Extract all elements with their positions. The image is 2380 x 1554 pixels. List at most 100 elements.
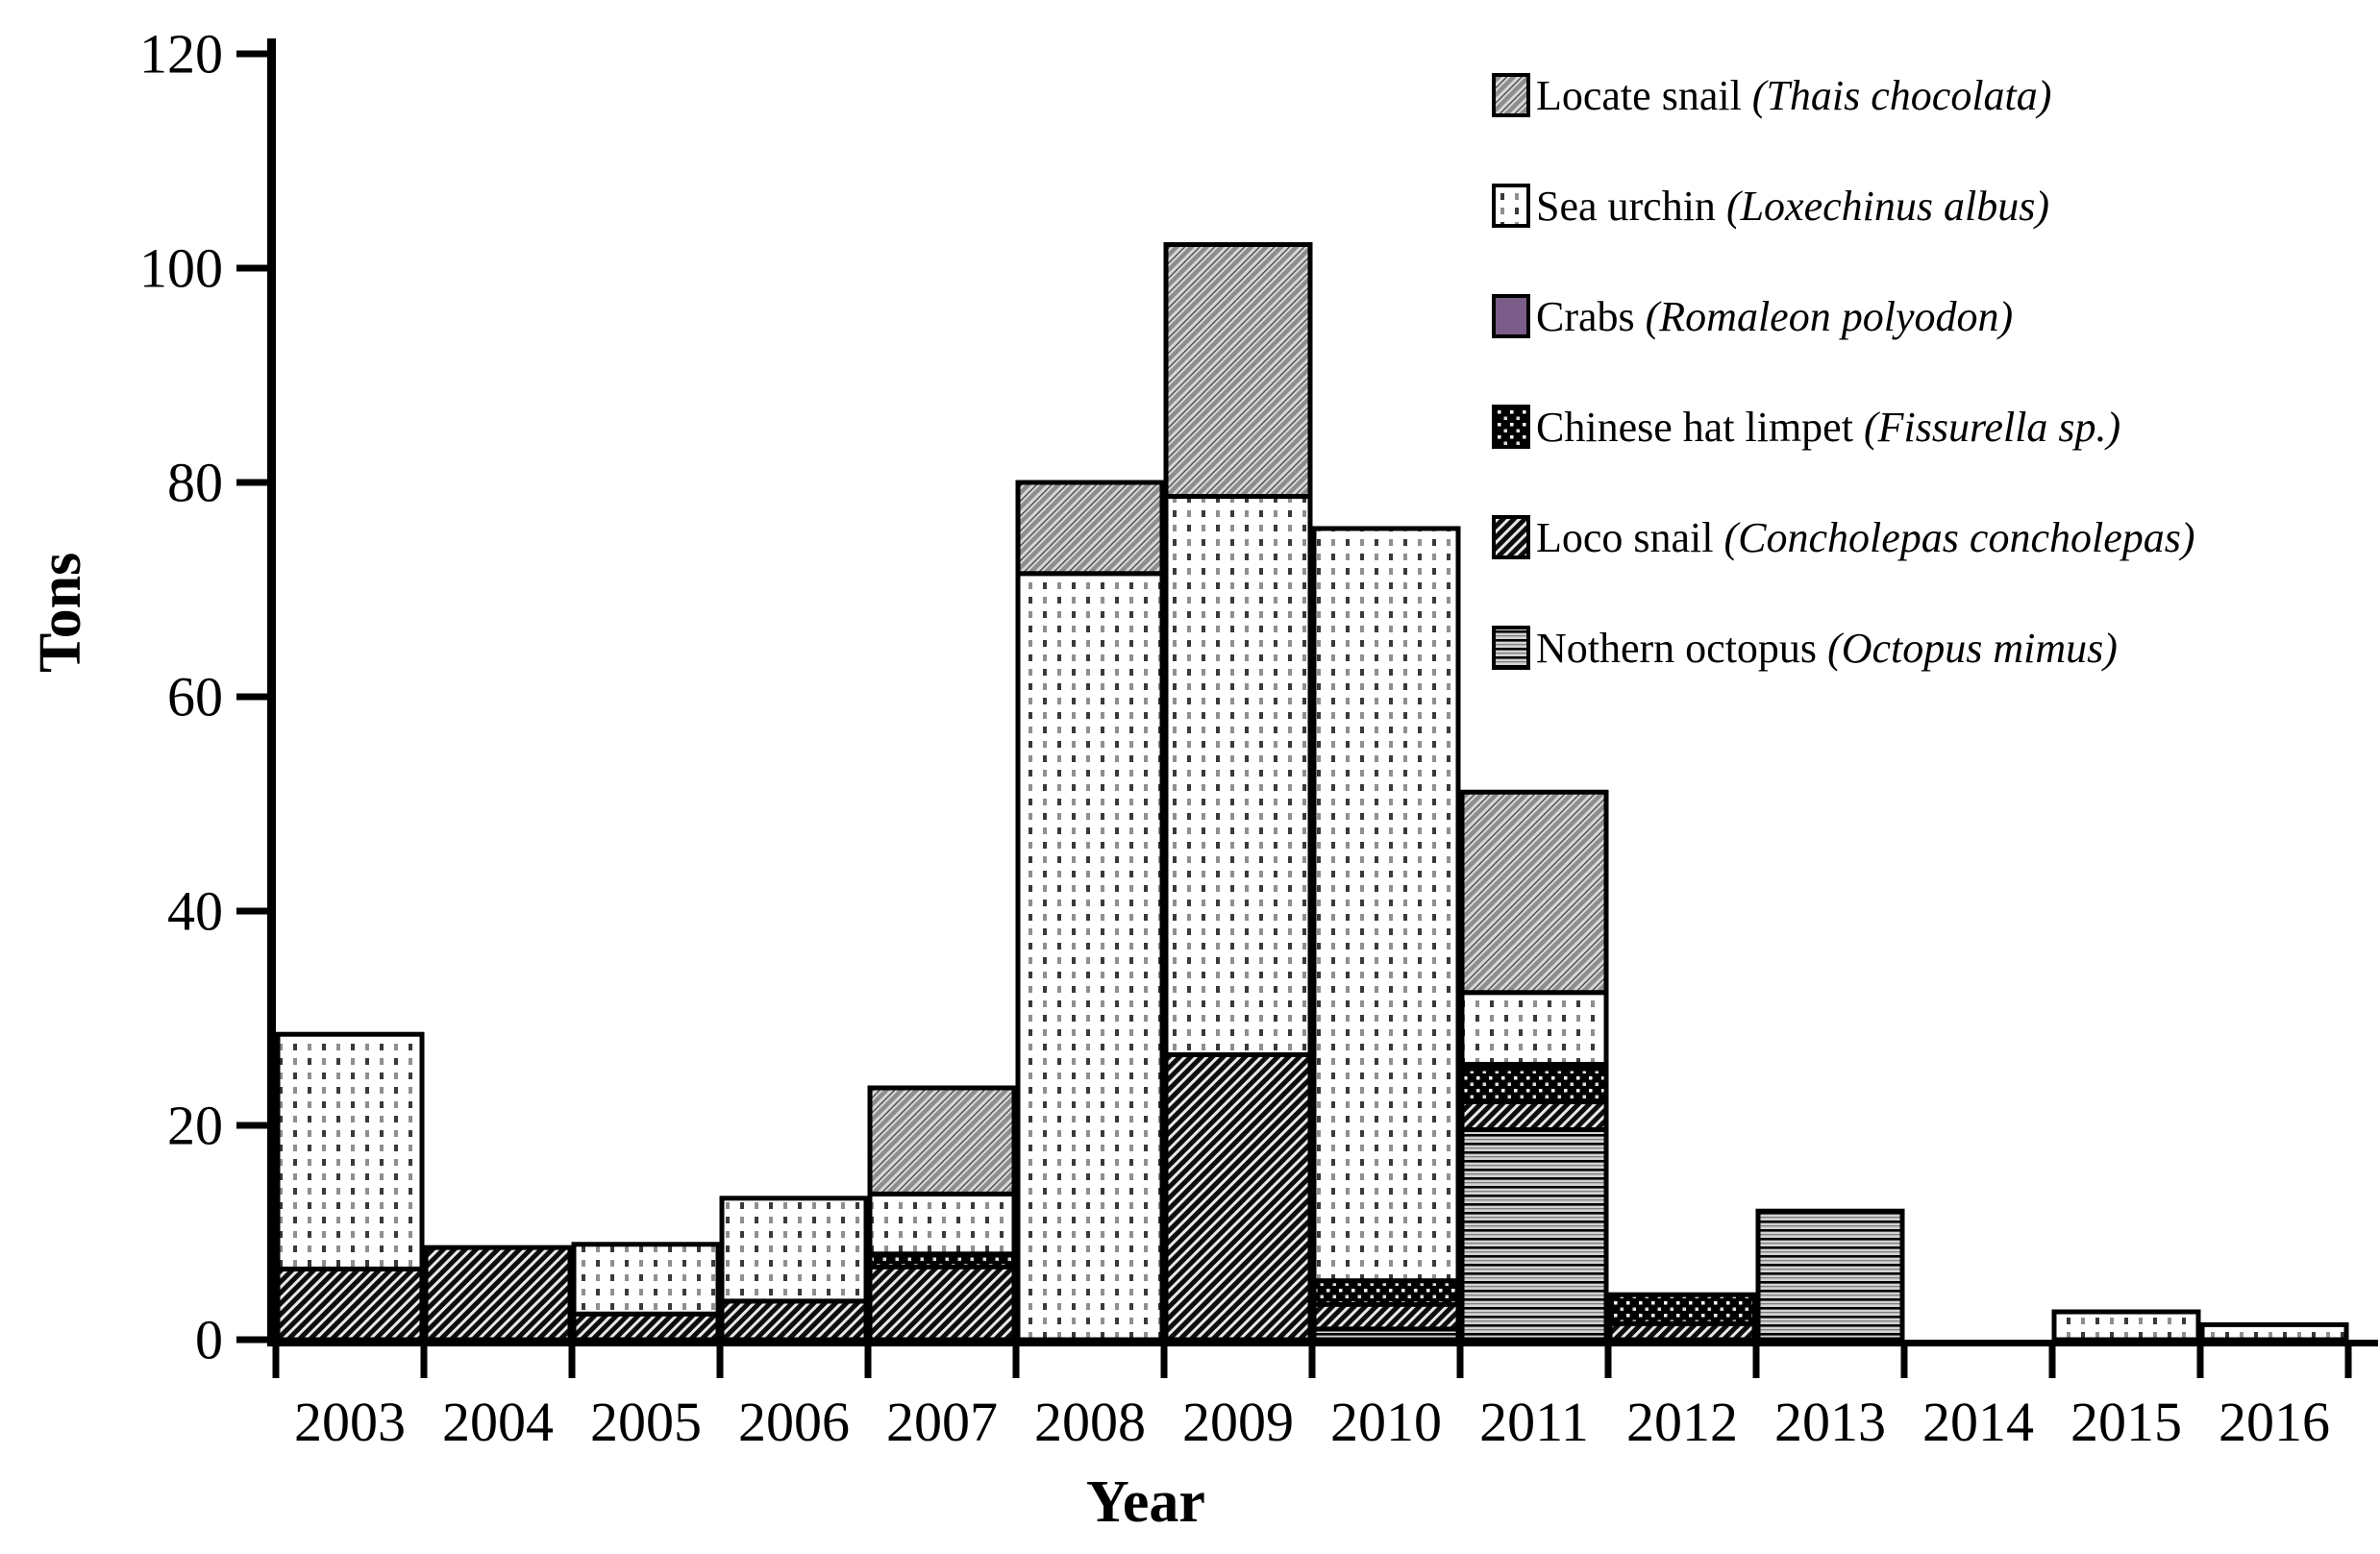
y-axis-title: Tons — [28, 552, 93, 673]
bar-segment-dark-diagonal-hatch — [867, 1264, 1017, 1343]
x-tick-label: 2013 — [1774, 1391, 1886, 1453]
bar-segment-gray-diagonal-hatch — [1163, 241, 1313, 499]
legend-label: Loco snail (Concholepas concholepas) — [1536, 513, 2195, 561]
y-tick-label: 120 — [139, 23, 223, 86]
bar-segment-horizontal-lines — [1459, 1126, 1609, 1343]
legend-label: Nothern octopus (Octopus mimus) — [1536, 624, 2118, 672]
x-tick — [2344, 1340, 2352, 1378]
y-tick — [236, 50, 267, 58]
bar-segment-gray-diagonal-hatch — [867, 1085, 1017, 1196]
x-axis-title: Year — [1086, 1469, 1205, 1535]
bar-segment-dots-on-white — [571, 1242, 721, 1317]
bar-segment-dots-on-white — [275, 1031, 425, 1271]
x-tick-label: 2006 — [738, 1391, 850, 1453]
bar-segment-gray-diagonal-hatch — [1459, 789, 1609, 996]
x-tick — [864, 1340, 872, 1378]
y-tick-label: 80 — [167, 452, 223, 514]
bar-2008 — [1015, 480, 1165, 1343]
x-tick — [2048, 1340, 2056, 1378]
legend-swatch-icon — [1492, 626, 1530, 670]
bar-2005 — [571, 1242, 721, 1343]
y-tick — [236, 693, 267, 701]
bar-segment-dark-diagonal-hatch — [1311, 1301, 1461, 1332]
bar-segment-dark-diagonal-hatch — [1607, 1320, 1757, 1343]
bar-2009 — [1163, 241, 1313, 1343]
bar-2015 — [2051, 1309, 2201, 1343]
bar-2004 — [423, 1245, 573, 1343]
legend-label: Sea urchin (Loxechinus albus) — [1536, 182, 2049, 230]
x-tick — [716, 1340, 724, 1378]
bar-segment-dots-on-white — [2051, 1309, 2201, 1343]
x-tick-label: 2007 — [886, 1391, 998, 1453]
y-tick-label: 0 — [195, 1309, 223, 1371]
x-tick-label: 2004 — [442, 1391, 554, 1453]
x-tick — [1160, 1340, 1168, 1378]
y-tick-label: 40 — [167, 880, 223, 943]
chart-legend: Locate snail (Thais chocolata) Sea urchin… — [1492, 58, 2376, 721]
x-tick — [1604, 1340, 1612, 1378]
y-tick — [236, 907, 267, 915]
bar-2010 — [1311, 526, 1461, 1343]
x-tick — [2196, 1340, 2204, 1378]
legend-label: Crabs (Romaleon polyodon) — [1536, 292, 2014, 340]
legend-item: Crabs (Romaleon polyodon) — [1492, 279, 2376, 354]
x-tick — [1012, 1340, 1020, 1378]
legend-swatch-icon — [1492, 515, 1530, 559]
bar-segment-white-dots-on-black — [1459, 1066, 1609, 1104]
bar-segment-gray-diagonal-hatch — [1015, 480, 1165, 577]
y-tick — [236, 264, 267, 272]
x-tick-label: 2005 — [590, 1391, 702, 1453]
bar-2013 — [1755, 1208, 1905, 1343]
x-tick-label: 2014 — [1922, 1391, 2034, 1453]
bar-segment-dots-on-white — [1163, 493, 1313, 1057]
x-tick-label: 2016 — [2219, 1391, 2330, 1453]
bar-segment-dots-on-white — [1459, 990, 1609, 1067]
bar-segment-dark-diagonal-hatch — [1163, 1051, 1313, 1343]
legend-swatch-icon — [1492, 405, 1530, 449]
bar-2016 — [2199, 1321, 2349, 1343]
x-axis-line — [267, 1340, 2378, 1346]
y-tick-label: 20 — [167, 1095, 223, 1157]
y-tick — [236, 1122, 267, 1129]
x-tick — [1900, 1340, 1908, 1378]
bar-segment-dark-diagonal-hatch — [1459, 1098, 1609, 1132]
bar-2003 — [275, 1031, 425, 1343]
x-tick — [1456, 1340, 1464, 1378]
legend-swatch-icon — [1492, 184, 1530, 228]
x-tick-label: 2012 — [1626, 1391, 1738, 1453]
bar-segment-dark-diagonal-hatch — [275, 1266, 425, 1343]
bar-segment-dark-diagonal-hatch — [423, 1245, 573, 1343]
bar-segment-dots-on-white — [2199, 1321, 2349, 1343]
bar-segment-horizontal-lines — [1755, 1208, 1905, 1343]
y-tick-label: 100 — [139, 237, 223, 300]
legend-swatch-icon — [1492, 73, 1530, 117]
legend-swatch-icon — [1492, 294, 1530, 338]
x-tick-label: 2011 — [1479, 1391, 1589, 1453]
x-tick — [568, 1340, 576, 1378]
y-tick-label: 60 — [167, 666, 223, 728]
x-tick-label: 2015 — [2070, 1391, 2182, 1453]
bar-segment-white-dots-on-black — [1311, 1278, 1461, 1307]
bar-2006 — [719, 1196, 869, 1343]
bar-segment-dots-on-white — [867, 1191, 1017, 1257]
x-tick-label: 2003 — [294, 1391, 406, 1453]
legend-item: Chinese hat limpet (Fissurella sp.) — [1492, 389, 2376, 464]
legend-item: Loco snail (Concholepas concholepas) — [1492, 500, 2376, 575]
bar-segment-dark-diagonal-hatch — [719, 1298, 869, 1343]
x-tick-label: 2008 — [1034, 1391, 1146, 1453]
bar-segment-white-dots-on-black — [1607, 1292, 1757, 1326]
bar-segment-dots-on-white — [1311, 526, 1461, 1284]
x-tick-label: 2009 — [1182, 1391, 1294, 1453]
bar-segment-dots-on-white — [1015, 571, 1165, 1343]
y-axis-line — [267, 38, 276, 1344]
bar-2007 — [867, 1085, 1017, 1343]
legend-label: Locate snail (Thais chocolata) — [1536, 71, 2052, 119]
y-tick — [236, 479, 267, 486]
bar-2012 — [1607, 1292, 1757, 1343]
y-tick — [236, 1336, 267, 1344]
x-tick — [1308, 1340, 1316, 1378]
legend-item: Nothern octopus (Octopus mimus) — [1492, 610, 2376, 685]
x-tick-label: 2010 — [1330, 1391, 1442, 1453]
